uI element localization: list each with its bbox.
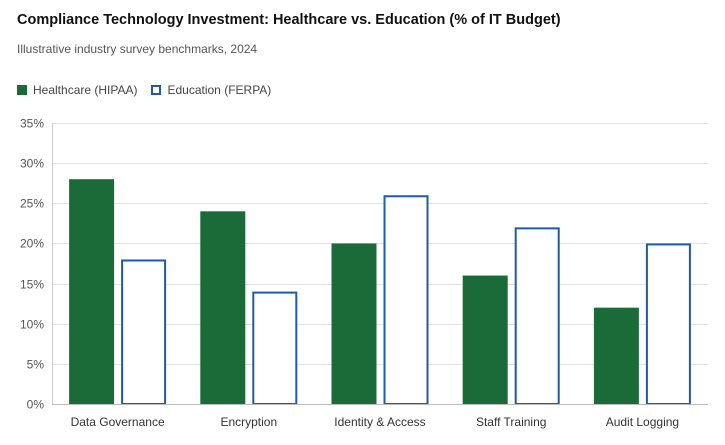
bar-healthcare (331, 243, 377, 404)
y-tick-label: 0% (27, 398, 45, 412)
bar-healthcare (200, 211, 246, 404)
legend-label-education: Education (FERPA) (167, 83, 272, 97)
bar-education (121, 259, 167, 405)
x-tick-label: Identity & Access (334, 415, 425, 429)
y-tick-label: 10% (20, 318, 44, 332)
y-tick-label: 15% (20, 278, 44, 292)
legend-swatch-healthcare (17, 85, 27, 95)
bar-healthcare (462, 275, 508, 404)
y-tick-label: 30% (20, 157, 44, 171)
y-tick-label: 5% (27, 358, 45, 372)
bar-healthcare (69, 179, 115, 404)
legend-swatch-education (151, 85, 162, 95)
legend-item-education[interactable]: Education (FERPA) (151, 83, 271, 97)
bar-education (252, 291, 298, 406)
x-tick-label: Data Governance (71, 415, 165, 429)
x-tick-label: Audit Logging (606, 415, 679, 429)
y-tick-label: 35% (20, 117, 44, 131)
y-tick-label: 25% (20, 197, 44, 211)
bar-education (645, 243, 691, 405)
bar-education (383, 195, 429, 405)
legend: Healthcare (HIPAA) Education (FERPA) (17, 83, 285, 97)
x-tick-label: Encryption (220, 415, 277, 429)
bar-education (514, 227, 560, 405)
chart-subtitle: Illustrative industry survey benchmarks,… (17, 42, 258, 56)
chart-title: Compliance Technology Investment: Health… (17, 12, 561, 28)
legend-label-healthcare: Healthcare (HIPAA) (33, 83, 138, 97)
y-tick-label: 20% (20, 237, 44, 251)
legend-item-healthcare[interactable]: Healthcare (HIPAA) (17, 83, 137, 97)
bar-healthcare (593, 307, 639, 404)
x-tick-label: Staff Training (476, 415, 547, 429)
